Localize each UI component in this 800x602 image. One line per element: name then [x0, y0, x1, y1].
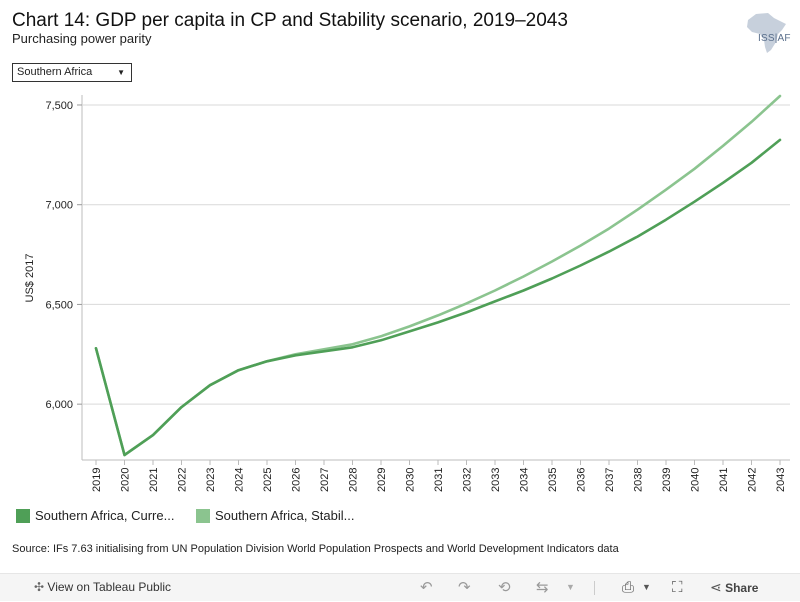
region-dropdown-value: Southern Africa	[17, 66, 93, 78]
series-line-current-path	[94, 138, 782, 457]
iss-logo-text: ISS|AF	[758, 33, 791, 44]
x-tick-label: 2020	[120, 468, 132, 492]
page-title: Chart 14: GDP per capita in CP and Stabi…	[12, 10, 568, 31]
x-tick-label: 2028	[348, 468, 360, 492]
x-tick-label: 2038	[633, 468, 645, 492]
region-dropdown[interactable]: Southern Africa ▼	[12, 63, 132, 82]
x-tick-label: 2037	[604, 468, 616, 492]
line-chart: 6,000 6,500 7,000 7,500 2019 2020 2021 2022 202…	[24, 94, 790, 492]
x-tick-label: 2029	[376, 468, 388, 492]
x-tick-label: 2033	[490, 468, 502, 492]
x-tick-label: 2036	[576, 468, 588, 492]
x-tick-label: 2023	[205, 468, 217, 492]
x-tick-label: 2042	[747, 468, 759, 492]
share-button[interactable]: ⋖ Share	[710, 574, 758, 601]
download-icon[interactable]: ⎙	[622, 579, 635, 596]
x-tick-label: 2039	[661, 468, 673, 492]
x-tick-label: 2022	[177, 468, 189, 492]
x-tick-label: 2030	[405, 468, 417, 492]
source-note: Source: IFs 7.63 initialising from UN Po…	[12, 543, 619, 555]
share-label: Share	[725, 581, 759, 595]
x-tick-label: 2021	[148, 468, 160, 492]
x-tick-label: 2031	[433, 468, 445, 492]
legend-swatch	[16, 508, 30, 523]
redo-icon[interactable]: ↷	[458, 579, 471, 596]
x-tick-label: 2034	[519, 468, 531, 492]
legend-item-stability[interactable]: Southern Africa, Stabil...	[196, 508, 354, 523]
x-tick-label: 2026	[291, 468, 303, 492]
x-tick-label: 2024	[234, 468, 246, 492]
chevron-down-icon: ▼	[117, 68, 125, 77]
fullscreen-icon[interactable]: ⛶	[672, 579, 683, 596]
share-icon: ⋖	[710, 579, 722, 595]
legend-label: Southern Africa, Curre...	[35, 508, 175, 523]
undo-icon[interactable]: ↶	[420, 579, 433, 596]
tableau-icon: ✣	[34, 580, 45, 594]
y-axis-label: US$ 2017	[24, 254, 36, 303]
x-tick-label: 2035	[547, 468, 559, 492]
legend-label: Southern Africa, Stabil...	[215, 508, 355, 523]
x-tick-label: 2041	[718, 468, 730, 492]
refresh-icon[interactable]: ⇆	[536, 579, 549, 596]
toolbar-divider	[594, 581, 595, 595]
x-tick-label: 2019	[91, 468, 103, 492]
y-tick-label: 6,500	[45, 299, 73, 311]
x-tick-label: 2027	[319, 468, 331, 492]
x-tick-label: 2032	[462, 468, 474, 492]
chevron-down-icon[interactable]: ▼	[642, 582, 651, 592]
chevron-down-icon[interactable]: ▼	[566, 582, 575, 592]
y-tick-label: 7,500	[45, 100, 73, 112]
legend-item-current-path[interactable]: Southern Africa, Curre...	[16, 508, 174, 523]
x-tick-label: 2040	[690, 468, 702, 492]
x-tick-label: 2025	[262, 468, 274, 492]
page-subtitle: Purchasing power parity	[12, 31, 152, 46]
y-tick-label: 7,000	[45, 200, 73, 212]
view-on-tableau-label: View on Tableau Public	[47, 580, 172, 594]
series-line-stability	[94, 94, 782, 457]
revert-icon[interactable]: ⟲	[498, 579, 511, 596]
legend-swatch	[196, 508, 210, 523]
tableau-toolbar: ✣ View on Tableau Public ↶ ↷ ⟲ ⇆ ▼ ⎙ ▼ ⛶…	[0, 573, 800, 601]
y-tick-label: 6,000	[45, 399, 73, 411]
x-tick-label: 2043	[775, 468, 787, 492]
africa-logo-icon	[747, 13, 786, 53]
view-on-tableau-button[interactable]: ✣ View on Tableau Public	[34, 574, 171, 601]
